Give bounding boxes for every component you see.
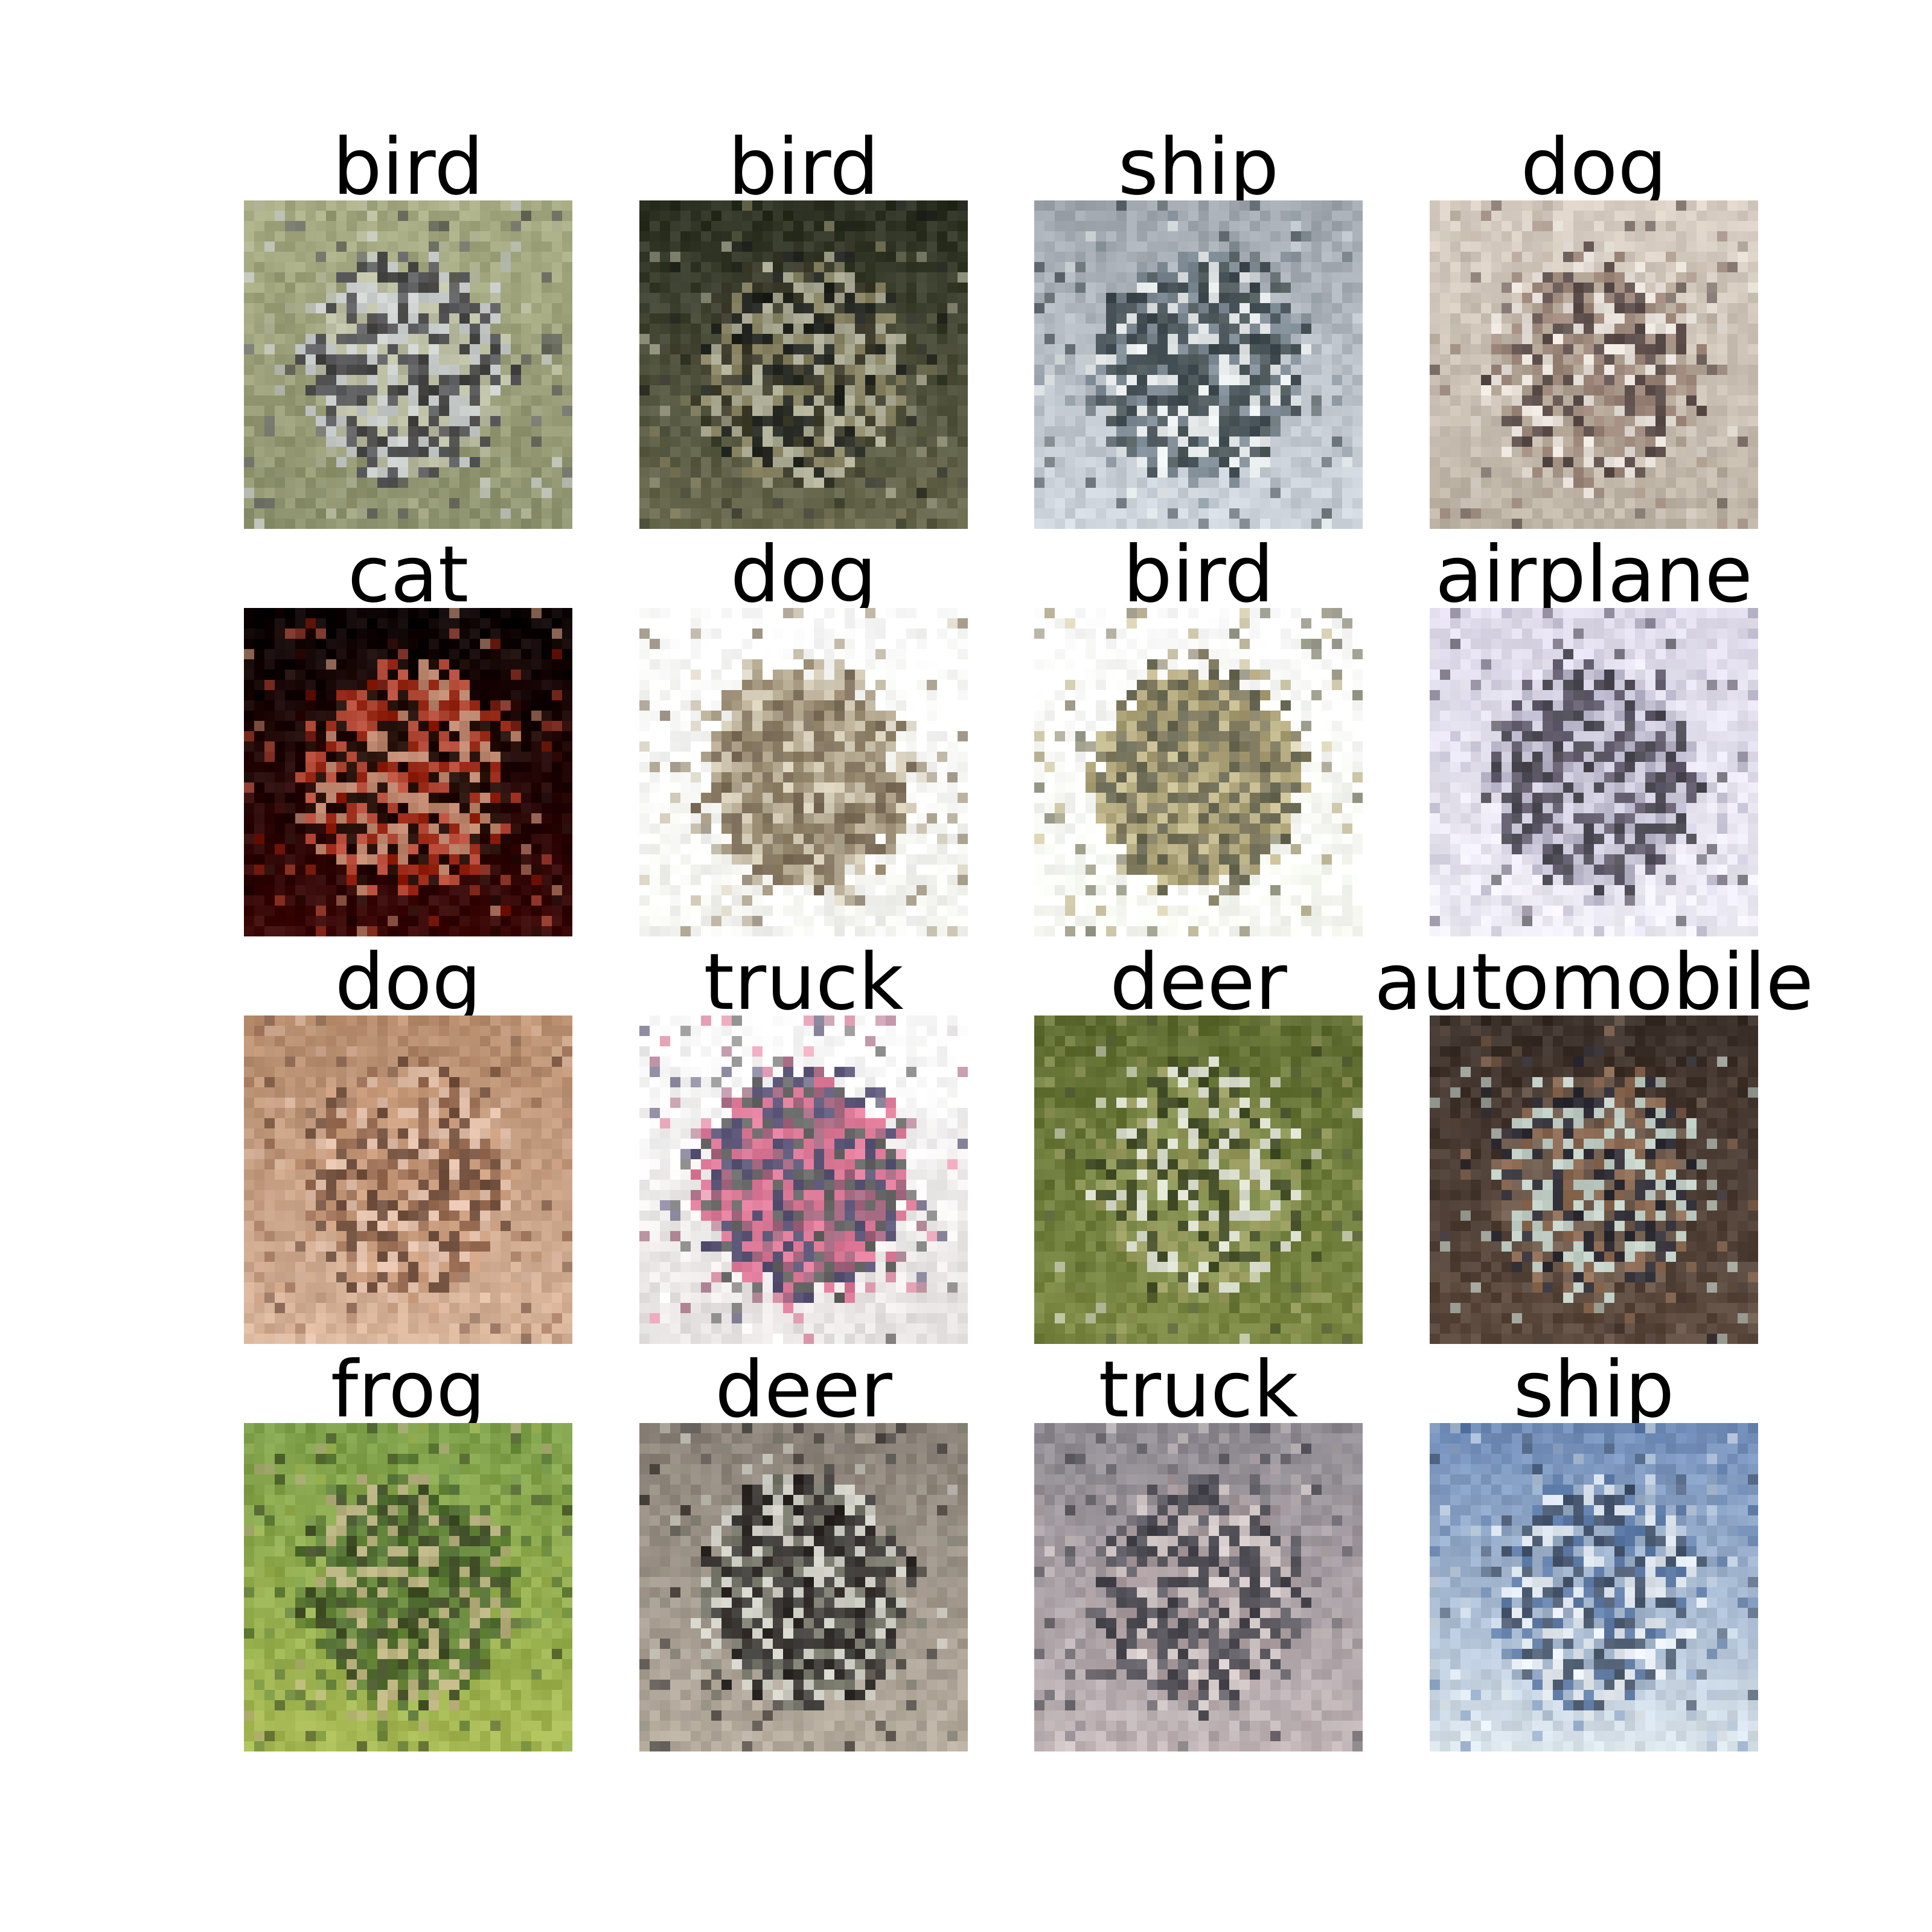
generated-image-thumbnail	[1034, 1423, 1363, 1751]
generated-image-thumbnail	[244, 608, 572, 936]
tile-label: frog	[330, 1345, 486, 1435]
generated-image-thumbnail	[1430, 1423, 1758, 1751]
generated-image-thumbnail	[1430, 608, 1758, 936]
generated-image-thumbnail	[1430, 200, 1758, 529]
grid-tile: bird	[1034, 530, 1363, 936]
tile-label: deer	[715, 1345, 892, 1435]
tile-label: dog	[730, 529, 877, 620]
tile-label: cat	[347, 529, 469, 620]
grid-tile: cat	[244, 530, 572, 936]
tile-label: ship	[1118, 122, 1279, 213]
tile-label: bird	[728, 122, 880, 213]
grid-tile: frog	[244, 1345, 572, 1751]
grid-tile: ship	[1034, 123, 1363, 529]
tile-label: truck	[703, 937, 904, 1028]
generated-image-thumbnail	[639, 1423, 968, 1751]
grid-tile: dog	[639, 530, 968, 936]
grid-tile: automobile	[1374, 938, 1814, 1344]
tile-label: deer	[1110, 937, 1287, 1028]
tile-label: automobile	[1374, 937, 1814, 1028]
generated-image-thumbnail	[244, 1423, 572, 1751]
generated-image-thumbnail	[244, 1016, 572, 1344]
tile-label: truck	[1098, 1345, 1299, 1435]
tile-label: airplane	[1435, 529, 1753, 620]
grid-tile: airplane	[1430, 530, 1758, 936]
tile-label: dog	[1520, 122, 1668, 213]
tile-label: ship	[1513, 1345, 1675, 1435]
generated-image-thumbnail	[1034, 1016, 1363, 1344]
grid-tile: bird	[244, 123, 572, 529]
generated-image-thumbnail	[639, 608, 968, 936]
grid-tile: truck	[1034, 1345, 1363, 1751]
generated-image-thumbnail	[639, 1016, 968, 1344]
generated-image-thumbnail	[1034, 608, 1363, 936]
grid-tile: deer	[639, 1345, 968, 1751]
grid-tile: truck	[639, 938, 968, 1344]
grid-tile: dog	[244, 938, 572, 1344]
grid-tile: bird	[639, 123, 968, 529]
grid-tile: deer	[1034, 938, 1363, 1344]
tile-label: dog	[334, 937, 482, 1028]
grid-tile: ship	[1430, 1345, 1758, 1751]
generated-image-thumbnail	[244, 200, 572, 529]
generated-image-thumbnail	[639, 200, 968, 529]
generated-image-thumbnail	[1430, 1016, 1758, 1344]
tile-label: bird	[332, 122, 484, 213]
tile-label: bird	[1122, 529, 1275, 620]
generated-image-thumbnail	[1034, 200, 1363, 529]
grid-tile: dog	[1430, 123, 1758, 529]
